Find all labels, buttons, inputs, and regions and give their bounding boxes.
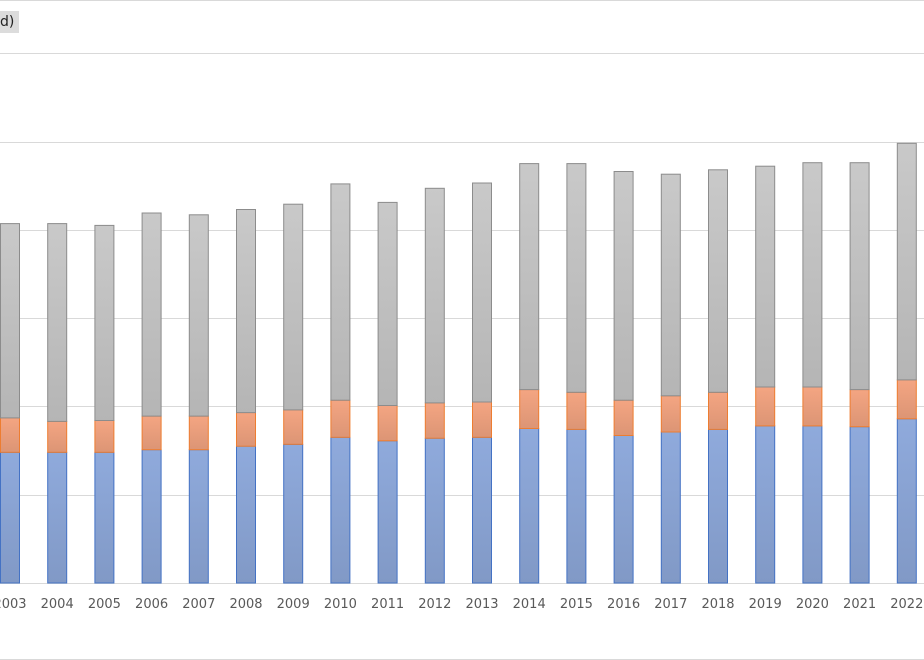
bar-segment-series-1 bbox=[47, 451, 68, 584]
bar-segment-series-1 bbox=[236, 445, 256, 584]
bar-segment-series-1 bbox=[0, 451, 20, 584]
bar-segment-series-3 bbox=[188, 214, 209, 417]
bar-segment-series-1 bbox=[472, 436, 492, 584]
bar-segment-series-3 bbox=[377, 201, 398, 406]
bar-segment-series-3 bbox=[236, 209, 256, 414]
bar-segment-series-2 bbox=[519, 389, 540, 430]
bar-segment-series-3 bbox=[708, 169, 728, 393]
x-tick-label: 2004 bbox=[41, 597, 74, 612]
bar-segment-series-3 bbox=[0, 223, 20, 419]
x-tick-label: 2007 bbox=[182, 597, 215, 612]
chart-title-fragment: d) bbox=[0, 11, 20, 33]
bar-segment-series-3 bbox=[472, 182, 492, 403]
x-tick-label: 2019 bbox=[749, 597, 782, 612]
bar-segment-series-2 bbox=[141, 415, 162, 451]
bar-segment-series-2 bbox=[802, 386, 823, 427]
bar-segment-series-1 bbox=[849, 426, 870, 584]
x-tick-label: 2012 bbox=[418, 597, 451, 612]
bar-segment-series-2 bbox=[755, 386, 776, 427]
x-tick-label: 2014 bbox=[513, 597, 546, 612]
bar-segment-series-3 bbox=[660, 173, 681, 397]
bar-segment-series-3 bbox=[613, 171, 634, 401]
x-tick-label: 2016 bbox=[607, 597, 640, 612]
gridlines bbox=[0, 53, 924, 584]
bar-segment-series-2 bbox=[236, 412, 256, 447]
bar-segment-series-3 bbox=[802, 162, 823, 388]
bar-segment-series-1 bbox=[283, 443, 304, 584]
x-tick-label: 2005 bbox=[88, 597, 121, 612]
bar-segment-series-2 bbox=[613, 399, 634, 437]
bar-segment-series-1 bbox=[708, 428, 728, 584]
bar-segment-series-2 bbox=[377, 405, 398, 442]
x-tick-label: 2009 bbox=[277, 597, 310, 612]
bar-segment-series-2 bbox=[94, 420, 115, 453]
bar-segment-series-2 bbox=[566, 391, 587, 430]
x-tick-label: 2018 bbox=[701, 597, 734, 612]
bar-segment-series-1 bbox=[141, 449, 162, 584]
bar-segment-series-2 bbox=[472, 401, 492, 438]
bar-segment-series-2 bbox=[47, 420, 68, 453]
bar-segment-series-1 bbox=[94, 451, 115, 584]
x-tick-label: 2020 bbox=[796, 597, 829, 612]
bar-segment-series-3 bbox=[519, 163, 540, 391]
bar-segment-series-3 bbox=[896, 142, 917, 381]
bar-segment-series-2 bbox=[330, 399, 351, 438]
bar-segment-series-2 bbox=[708, 391, 728, 430]
x-tick-label: 2006 bbox=[135, 597, 168, 612]
x-tick-label: 2021 bbox=[843, 597, 876, 612]
x-tick-label: 2003 bbox=[0, 597, 27, 612]
x-tick-label: 2017 bbox=[654, 597, 687, 612]
bar-segment-series-2 bbox=[424, 402, 445, 439]
bar-segment-series-3 bbox=[566, 163, 587, 393]
x-tick-label: 2015 bbox=[560, 597, 593, 612]
bar-segment-series-1 bbox=[660, 431, 681, 584]
bar-segment-series-1 bbox=[755, 425, 776, 584]
x-tick-label: 2008 bbox=[229, 597, 262, 612]
bar-segment-series-3 bbox=[424, 187, 445, 404]
bar-segment-series-1 bbox=[377, 440, 398, 584]
bar-segment-series-1 bbox=[188, 449, 209, 584]
x-axis-tick-labels: 2003 2004 2005 2006 2007 2008 2009 2010 2011 2012… bbox=[0, 597, 923, 612]
bar-segment-series-1 bbox=[519, 428, 540, 584]
bar-segment-series-3 bbox=[330, 183, 351, 401]
x-tick-label: 2022 bbox=[890, 597, 923, 612]
x-tick-label: 2011 bbox=[371, 597, 404, 612]
bar-segment-series-1 bbox=[566, 428, 587, 584]
bar-segment-series-3 bbox=[283, 203, 304, 411]
bar-segment-series-3 bbox=[141, 212, 162, 417]
x-tick-label: 2013 bbox=[465, 597, 498, 612]
bar-segment-series-2 bbox=[188, 415, 209, 451]
bar-segment-series-1 bbox=[802, 425, 823, 584]
bar-segment-series-1 bbox=[613, 435, 634, 584]
bar-segment-series-2 bbox=[660, 395, 681, 433]
bar-segment-series-3 bbox=[755, 165, 776, 388]
bars bbox=[0, 142, 917, 584]
bar-segment-series-1 bbox=[424, 437, 445, 584]
bar-segment-series-2 bbox=[283, 409, 304, 445]
bar-segment-series-1 bbox=[896, 418, 917, 584]
bar-segment-series-3 bbox=[47, 223, 68, 422]
x-tick-label: 2010 bbox=[324, 597, 357, 612]
bar-segment-series-2 bbox=[849, 389, 870, 428]
bar-segment-series-3 bbox=[94, 224, 115, 421]
bar-segment-series-1 bbox=[330, 436, 351, 584]
bar-segment-series-2 bbox=[0, 417, 20, 453]
bar-segment-series-3 bbox=[849, 162, 870, 391]
bar-segment-series-2 bbox=[896, 379, 917, 420]
